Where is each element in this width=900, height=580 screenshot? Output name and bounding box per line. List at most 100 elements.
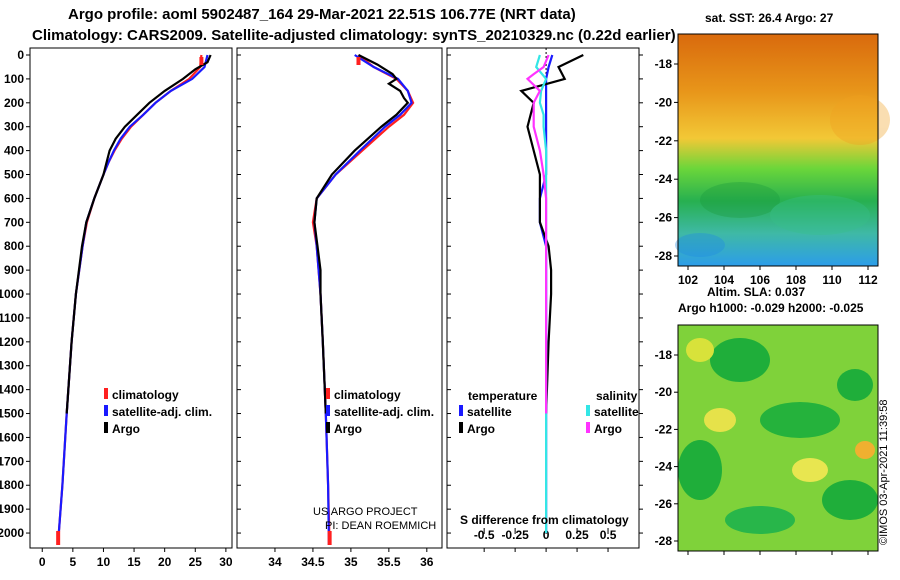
- series-line-satellite-adj-clim-: [313, 54, 413, 546]
- legend-satellite-swatch: [104, 405, 108, 416]
- legend-argo: Argo: [104, 422, 140, 436]
- depth-tick-label: 800: [4, 239, 24, 253]
- sla-map-blobs: [678, 338, 878, 534]
- depth-tick-label: 1200: [0, 335, 24, 349]
- legend-climatology-2: climatology: [326, 388, 401, 402]
- legend-argo-label: Argo: [112, 422, 140, 436]
- depth-tick-label: 1400: [0, 383, 24, 397]
- depth-tick-label: 1300: [0, 359, 24, 373]
- legend-salinity-header: salinity: [596, 389, 638, 403]
- x-tick-label: 35: [344, 555, 358, 569]
- legend-argo-swatch: [104, 422, 108, 433]
- imos-credit: ©IMOS 03-Apr-2021 11:39:58: [878, 399, 890, 545]
- legend-temp-argo-label: Argo: [467, 422, 495, 436]
- legend-satellite: satellite-adj. clim.: [104, 405, 212, 419]
- legend-argo-label-2: Argo: [334, 422, 362, 436]
- salinity-panel-frame: [236, 47, 443, 549]
- x-tick-label: 36: [420, 555, 434, 569]
- legend-sal-argo-label: Argo: [594, 422, 622, 436]
- sla-map-frame: [677, 324, 879, 552]
- legend-temp-argo: Argo: [459, 422, 495, 436]
- climatology-bottom-marker: [327, 531, 332, 545]
- legend-climatology-label: climatology: [112, 388, 179, 402]
- climatology-surface-marker: [356, 57, 361, 65]
- legend-argo-2: Argo: [326, 422, 362, 436]
- x-tick-label: 35.5: [377, 555, 401, 569]
- difference-x-axis: -0.5 -0.25 0 0.25 0.5: [474, 528, 617, 552]
- lat-tick-label: -22: [655, 422, 673, 436]
- legend-sal-satellite-label: satellite: [594, 405, 639, 419]
- legend-sal-satellite: satellite: [586, 405, 639, 419]
- series-line-temperature-argo: [519, 54, 584, 414]
- x-tick-label: -0.5: [474, 528, 495, 542]
- depth-tick-label: 1000: [0, 287, 24, 301]
- legend-climatology-label-2: climatology: [334, 388, 401, 402]
- project-line-1: US ARGO PROJECT: [313, 506, 418, 518]
- depth-tick-label: 700: [4, 215, 24, 229]
- depth-tick-label: 600: [4, 191, 24, 205]
- sla-map-ticks: -18 -20 -22 -24 -26 -28: [655, 348, 869, 555]
- depth-tick-label: 200: [4, 96, 24, 110]
- sst-map-title: sat. SST: 26.4 Argo: 27: [705, 11, 834, 25]
- salinity-x-axis: 34 34.5 35 35.5 36: [268, 548, 434, 569]
- depth-tick-label: 1100: [0, 311, 24, 325]
- sla-map-title: Altim. SLA: 0.037: [707, 285, 806, 299]
- legend-temp-satellite-swatch: [459, 405, 463, 416]
- lat-tick-label: -22: [655, 134, 673, 148]
- x-tick-label: 0.25: [565, 528, 589, 542]
- legend-temp-argo-swatch: [459, 422, 463, 433]
- lon-tick-label: 102: [678, 273, 698, 287]
- figure-title-line-1: Argo profile: aoml 5902487_164 29-Mar-20…: [68, 6, 576, 23]
- depth-axis: 0 100 200 300 400 500 600 700 800 900 1000 1100 1200…: [0, 48, 643, 540]
- sst-map-frame: [677, 33, 879, 267]
- depth-tick-label: 1600: [0, 430, 24, 444]
- sla-map-subtitle: Argo h1000: -0.029 h2000: -0.025: [678, 301, 864, 315]
- difference-x-label: S difference from climatology: [460, 513, 629, 527]
- legend-sal-argo: Argo: [586, 422, 622, 436]
- series-line-argo: [65, 54, 212, 414]
- x-tick-label: 5: [70, 555, 77, 569]
- x-tick-label: 34.5: [301, 555, 325, 569]
- depth-tick-label: 1900: [0, 502, 24, 516]
- x-tick-label: 0: [39, 555, 46, 569]
- x-tick-label: -0.25: [501, 528, 529, 542]
- legend-temp-satellite-label: satellite: [467, 405, 512, 419]
- depth-tick-label: 300: [4, 120, 24, 134]
- x-tick-label: 0.5: [600, 528, 617, 542]
- lat-tick-label: -28: [655, 249, 673, 263]
- x-tick-label: 20: [158, 555, 172, 569]
- series-line-argo: [313, 54, 410, 414]
- legend-temperature-header: temperature: [468, 389, 538, 403]
- temperature-plot: [56, 54, 212, 546]
- sst-map: [678, 34, 878, 266]
- salinity-plot: [311, 54, 415, 546]
- legend-satellite-2: satellite-adj. clim.: [326, 405, 434, 419]
- lon-tick-label: 110: [822, 273, 842, 287]
- x-tick-label: 15: [127, 555, 141, 569]
- lat-tick-label: -26: [655, 211, 673, 225]
- difference-panel-frame: [446, 47, 640, 549]
- series-line-satellite-adj-clim-: [57, 54, 209, 546]
- legend-climatology-swatch-2: [326, 388, 330, 399]
- legend-sal-argo-swatch: [586, 422, 590, 433]
- project-line-2: PI: DEAN ROEMMICH: [325, 520, 437, 532]
- depth-tick-label: 2000: [0, 526, 24, 540]
- depth-tick-label: 0: [17, 48, 24, 62]
- sst-map-texture: [675, 95, 890, 257]
- depth-tick-label: 1800: [0, 478, 24, 492]
- legend-satellite-swatch-2: [326, 405, 330, 416]
- lon-tick-label: 112: [858, 273, 878, 287]
- climatology-bottom-marker: [56, 531, 61, 545]
- legend-satellite-label-2: satellite-adj. clim.: [334, 405, 435, 419]
- lat-tick-label: -28: [655, 534, 673, 548]
- sst-map-ticks: -18 -20 -22 -24 -26 -28 102 104 106 108 110 112: [655, 57, 878, 287]
- x-tick-label: 25: [189, 555, 203, 569]
- lat-tick-label: -20: [655, 95, 673, 109]
- lat-tick-label: -20: [655, 385, 673, 399]
- depth-tick-label: 100: [4, 72, 24, 86]
- lon-tick-label: 108: [786, 273, 806, 287]
- difference-plot: [519, 48, 584, 533]
- series-line-salinity-argo: [525, 54, 550, 414]
- series-line-salinity-satellite: [534, 54, 548, 533]
